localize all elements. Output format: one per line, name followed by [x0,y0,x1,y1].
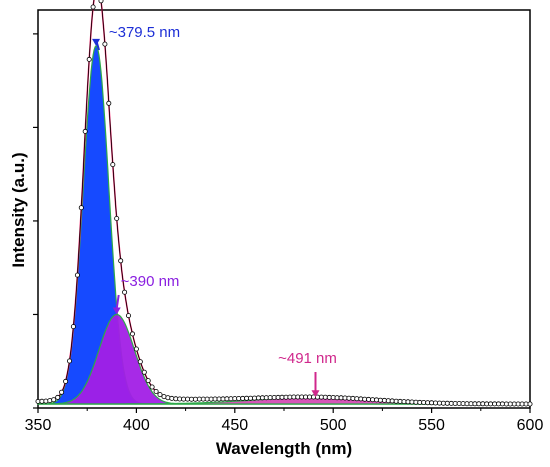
x-tick-label: 550 [418,417,445,434]
annotation-label-3: ~491 nm [278,350,337,367]
plot-area: 350 400 450 500 550 600 ~379.5 nm ~390 nm ~491 … [25,0,544,434]
data-point [106,100,112,106]
data-point [122,289,128,295]
data-point [149,384,155,390]
data-point [389,398,395,404]
data-point [346,395,352,401]
data-point [137,359,143,365]
data-point [114,215,120,221]
data-point [86,56,92,62]
data-point [98,0,104,4]
data-point [291,394,297,400]
data-point [452,400,458,406]
data-point [409,399,415,405]
data-point [169,395,175,401]
data-point [224,396,230,402]
annotation-arrow-2 [115,294,120,309]
x-tick-label: 500 [320,417,347,434]
data-point [74,272,80,278]
data-point [181,396,187,402]
data-point [334,395,340,401]
data-point [153,388,159,394]
data-point [421,399,427,405]
x-tick-label: 600 [517,417,544,434]
data-point [90,4,96,10]
y-axis-title: Intensity (a.u.) [9,152,28,267]
data-point [55,394,61,400]
data-point [141,369,147,375]
data-point [165,395,171,401]
data-point [78,205,84,211]
data-point [303,394,309,400]
x-tick-label: 450 [221,417,248,434]
peak-annotations: ~379.5 nm ~390 nm ~491 nm [92,24,337,398]
data-point [67,358,73,364]
data-point [212,396,218,402]
annotation-arrowhead-1 [92,38,101,46]
data-point [133,346,139,352]
data-point [157,392,163,398]
data-point [279,394,285,400]
data-point [499,401,505,407]
data-point [145,378,151,384]
data-point [102,41,108,47]
data-point [432,400,438,406]
data-point [118,258,124,264]
data-point [110,162,116,168]
data-point [70,324,76,330]
data-point [255,395,261,401]
data-point [247,395,253,401]
data-point [63,378,69,384]
measured-points [35,0,533,407]
data-point [129,331,135,337]
data-point [126,313,132,319]
x-axis-title: Wavelength (nm) [216,439,352,458]
data-point [444,400,450,406]
x-tick-label: 400 [123,417,150,434]
data-point [322,394,328,400]
data-point [488,401,494,407]
data-point [476,401,482,407]
data-point [192,396,198,402]
data-point [464,401,470,407]
x-tick-label: 350 [25,417,52,434]
data-point [507,401,513,407]
data-point [51,397,57,403]
data-point [204,396,210,402]
data-point [401,399,407,405]
annotation-arrowhead-2 [112,307,121,315]
data-point [366,396,372,402]
data-point [354,396,360,402]
annotation-arrowhead-3 [311,390,320,398]
data-point [236,395,242,401]
data-point [377,397,383,403]
data-point [527,401,533,407]
annotation-label-2: ~390 nm [121,273,180,290]
annotation-label-1: ~379.5 nm [109,24,180,41]
data-point [59,389,65,395]
data-point [519,401,525,407]
axis-ticks: 350 400 450 500 550 600 [25,33,544,434]
data-point [267,395,273,401]
data-point [82,128,88,134]
data-point [39,398,45,404]
